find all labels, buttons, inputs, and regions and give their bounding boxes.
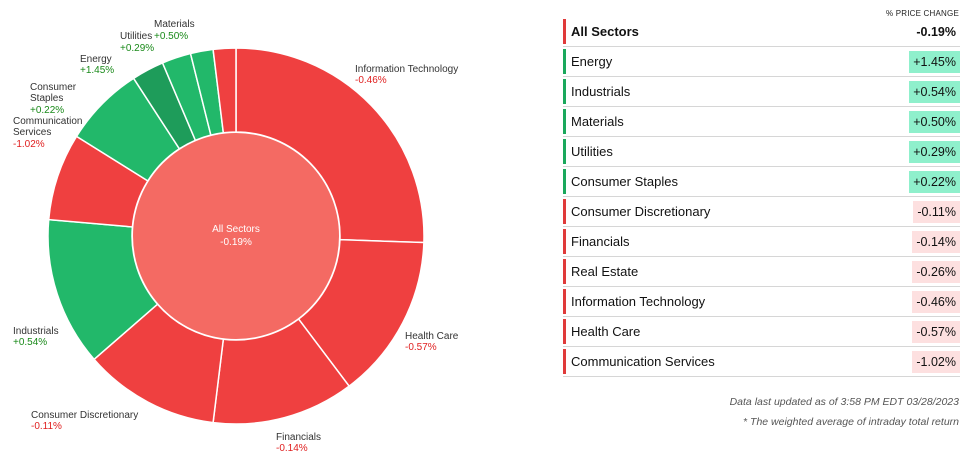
sector-donut-chart: Information Technology-0.46%Health Care-…: [13, 19, 459, 454]
label-energy-value: +1.45%: [80, 65, 114, 76]
sector-name: Utilities: [571, 144, 613, 159]
sector-change-value: -0.11%: [913, 201, 960, 223]
slice-real-estate[interactable]: [212, 47, 237, 134]
row-indicator-bar: [563, 49, 566, 74]
sector-rows: All Sectors -0.19% Energy +1.45% Industrials…: [563, 17, 960, 377]
sector-name: Consumer Staples: [571, 174, 678, 189]
sector-change-value: +0.54%: [909, 81, 960, 103]
sector-row-industrials[interactable]: Industrials +0.54%: [563, 77, 960, 107]
row-indicator-bar: [563, 229, 566, 254]
data-updated-note: Data last updated as of 3:58 PM EDT 03/2…: [729, 396, 959, 408]
sector-change-value: +1.45%: [909, 51, 960, 73]
sector-row-real-estate[interactable]: Real Estate -0.26%: [563, 257, 960, 287]
sector-row-energy[interactable]: Energy +1.45%: [563, 47, 960, 77]
sector-change-value: -0.46%: [912, 291, 960, 313]
label-information-technology-name: Information Technology: [355, 64, 458, 75]
row-indicator-bar: [563, 19, 566, 44]
sector-name: Industrials: [571, 84, 631, 99]
sector-name: All Sectors: [571, 24, 639, 39]
sector-name: Energy: [571, 54, 613, 69]
label-consumer-staples-name-line1: Consumer: [30, 82, 77, 93]
row-indicator-bar: [563, 169, 566, 194]
label-energy-name: Energy: [80, 54, 112, 65]
label-communication-services-value: -1.02%: [13, 139, 45, 150]
label-industrials-name: Industrials: [13, 326, 59, 337]
sector-name: Health Care: [571, 324, 641, 339]
label-consumer-discretionary-name: Consumer Discretionary: [31, 410, 138, 421]
sector-name: Information Technology: [571, 294, 706, 309]
row-indicator-bar: [563, 109, 566, 134]
sector-change-value: -0.57%: [912, 321, 960, 343]
label-consumer-discretionary-value: -0.11%: [31, 421, 62, 432]
sector-change-value: +0.22%: [909, 171, 960, 193]
row-indicator-bar: [563, 349, 566, 374]
label-information-technology-value: -0.46%: [355, 75, 387, 86]
label-financials-name: Financials: [276, 432, 321, 443]
sector-change-value: +0.29%: [909, 141, 960, 163]
center-all-sectors[interactable]: [133, 133, 339, 339]
sector-row-financials[interactable]: Financials -0.14%: [563, 227, 960, 257]
label-health-care-name: Health Care: [405, 331, 459, 342]
slice-information-technology[interactable]: [235, 47, 425, 244]
sector-name: Consumer Discretionary: [571, 204, 711, 219]
sector-change-value: -0.14%: [912, 231, 960, 253]
sector-row-utilities[interactable]: Utilities +0.29%: [563, 137, 960, 167]
row-indicator-bar: [563, 79, 566, 104]
label-consumer-staples-name-line2: Staples: [30, 93, 63, 104]
sector-row-materials[interactable]: Materials +0.50%: [563, 107, 960, 137]
row-indicator-bar: [563, 319, 566, 344]
sector-change-value: +0.50%: [909, 111, 960, 133]
label-utilities-name: Utilities: [120, 31, 152, 42]
label-materials-value: +0.50%: [154, 31, 188, 42]
center-value: -0.19%: [220, 237, 252, 248]
sector-change-value: -0.19%: [916, 25, 956, 39]
weighted-average-note: * The weighted average of intraday total…: [743, 416, 959, 428]
row-indicator-bar: [563, 289, 566, 314]
row-indicator-bar: [563, 139, 566, 164]
label-financials-value: -0.14%: [276, 443, 308, 454]
label-consumer-staples-value: +0.22%: [30, 105, 64, 116]
sector-row-communication-services[interactable]: Communication Services -1.02%: [563, 347, 960, 377]
sector-row-consumer-discretionary[interactable]: Consumer Discretionary -0.11%: [563, 197, 960, 227]
label-utilities-value: +0.29%: [120, 43, 154, 54]
sector-row-information-technology[interactable]: Information Technology -0.46%: [563, 287, 960, 317]
sector-row-consumer-staples[interactable]: Consumer Staples +0.22%: [563, 167, 960, 197]
sector-table: % PRICE CHANGE All Sectors -0.19% Energy +1…: [563, 0, 963, 466]
label-health-care-value: -0.57%: [405, 342, 437, 353]
label-industrials-value: +0.54%: [13, 337, 47, 348]
sector-change-value: -1.02%: [912, 351, 960, 373]
label-communication-services-name-line2: Services: [13, 127, 51, 138]
sector-name: Real Estate: [571, 264, 639, 279]
label-communication-services-name-line1: Communication: [13, 116, 82, 127]
price-change-header: % PRICE CHANGE: [885, 9, 959, 18]
sector-name: Financials: [571, 234, 630, 249]
row-indicator-bar: [563, 199, 566, 224]
sector-change-value: -0.26%: [912, 261, 960, 283]
sector-row-health-care[interactable]: Health Care -0.57%: [563, 317, 960, 347]
sector-row-all-sectors[interactable]: All Sectors -0.19%: [563, 17, 960, 47]
label-materials-name: Materials: [154, 19, 195, 30]
sector-name: Materials: [571, 114, 624, 129]
row-indicator-bar: [563, 259, 566, 284]
sector-name: Communication Services: [571, 354, 715, 369]
center-label: All Sectors: [212, 224, 260, 235]
